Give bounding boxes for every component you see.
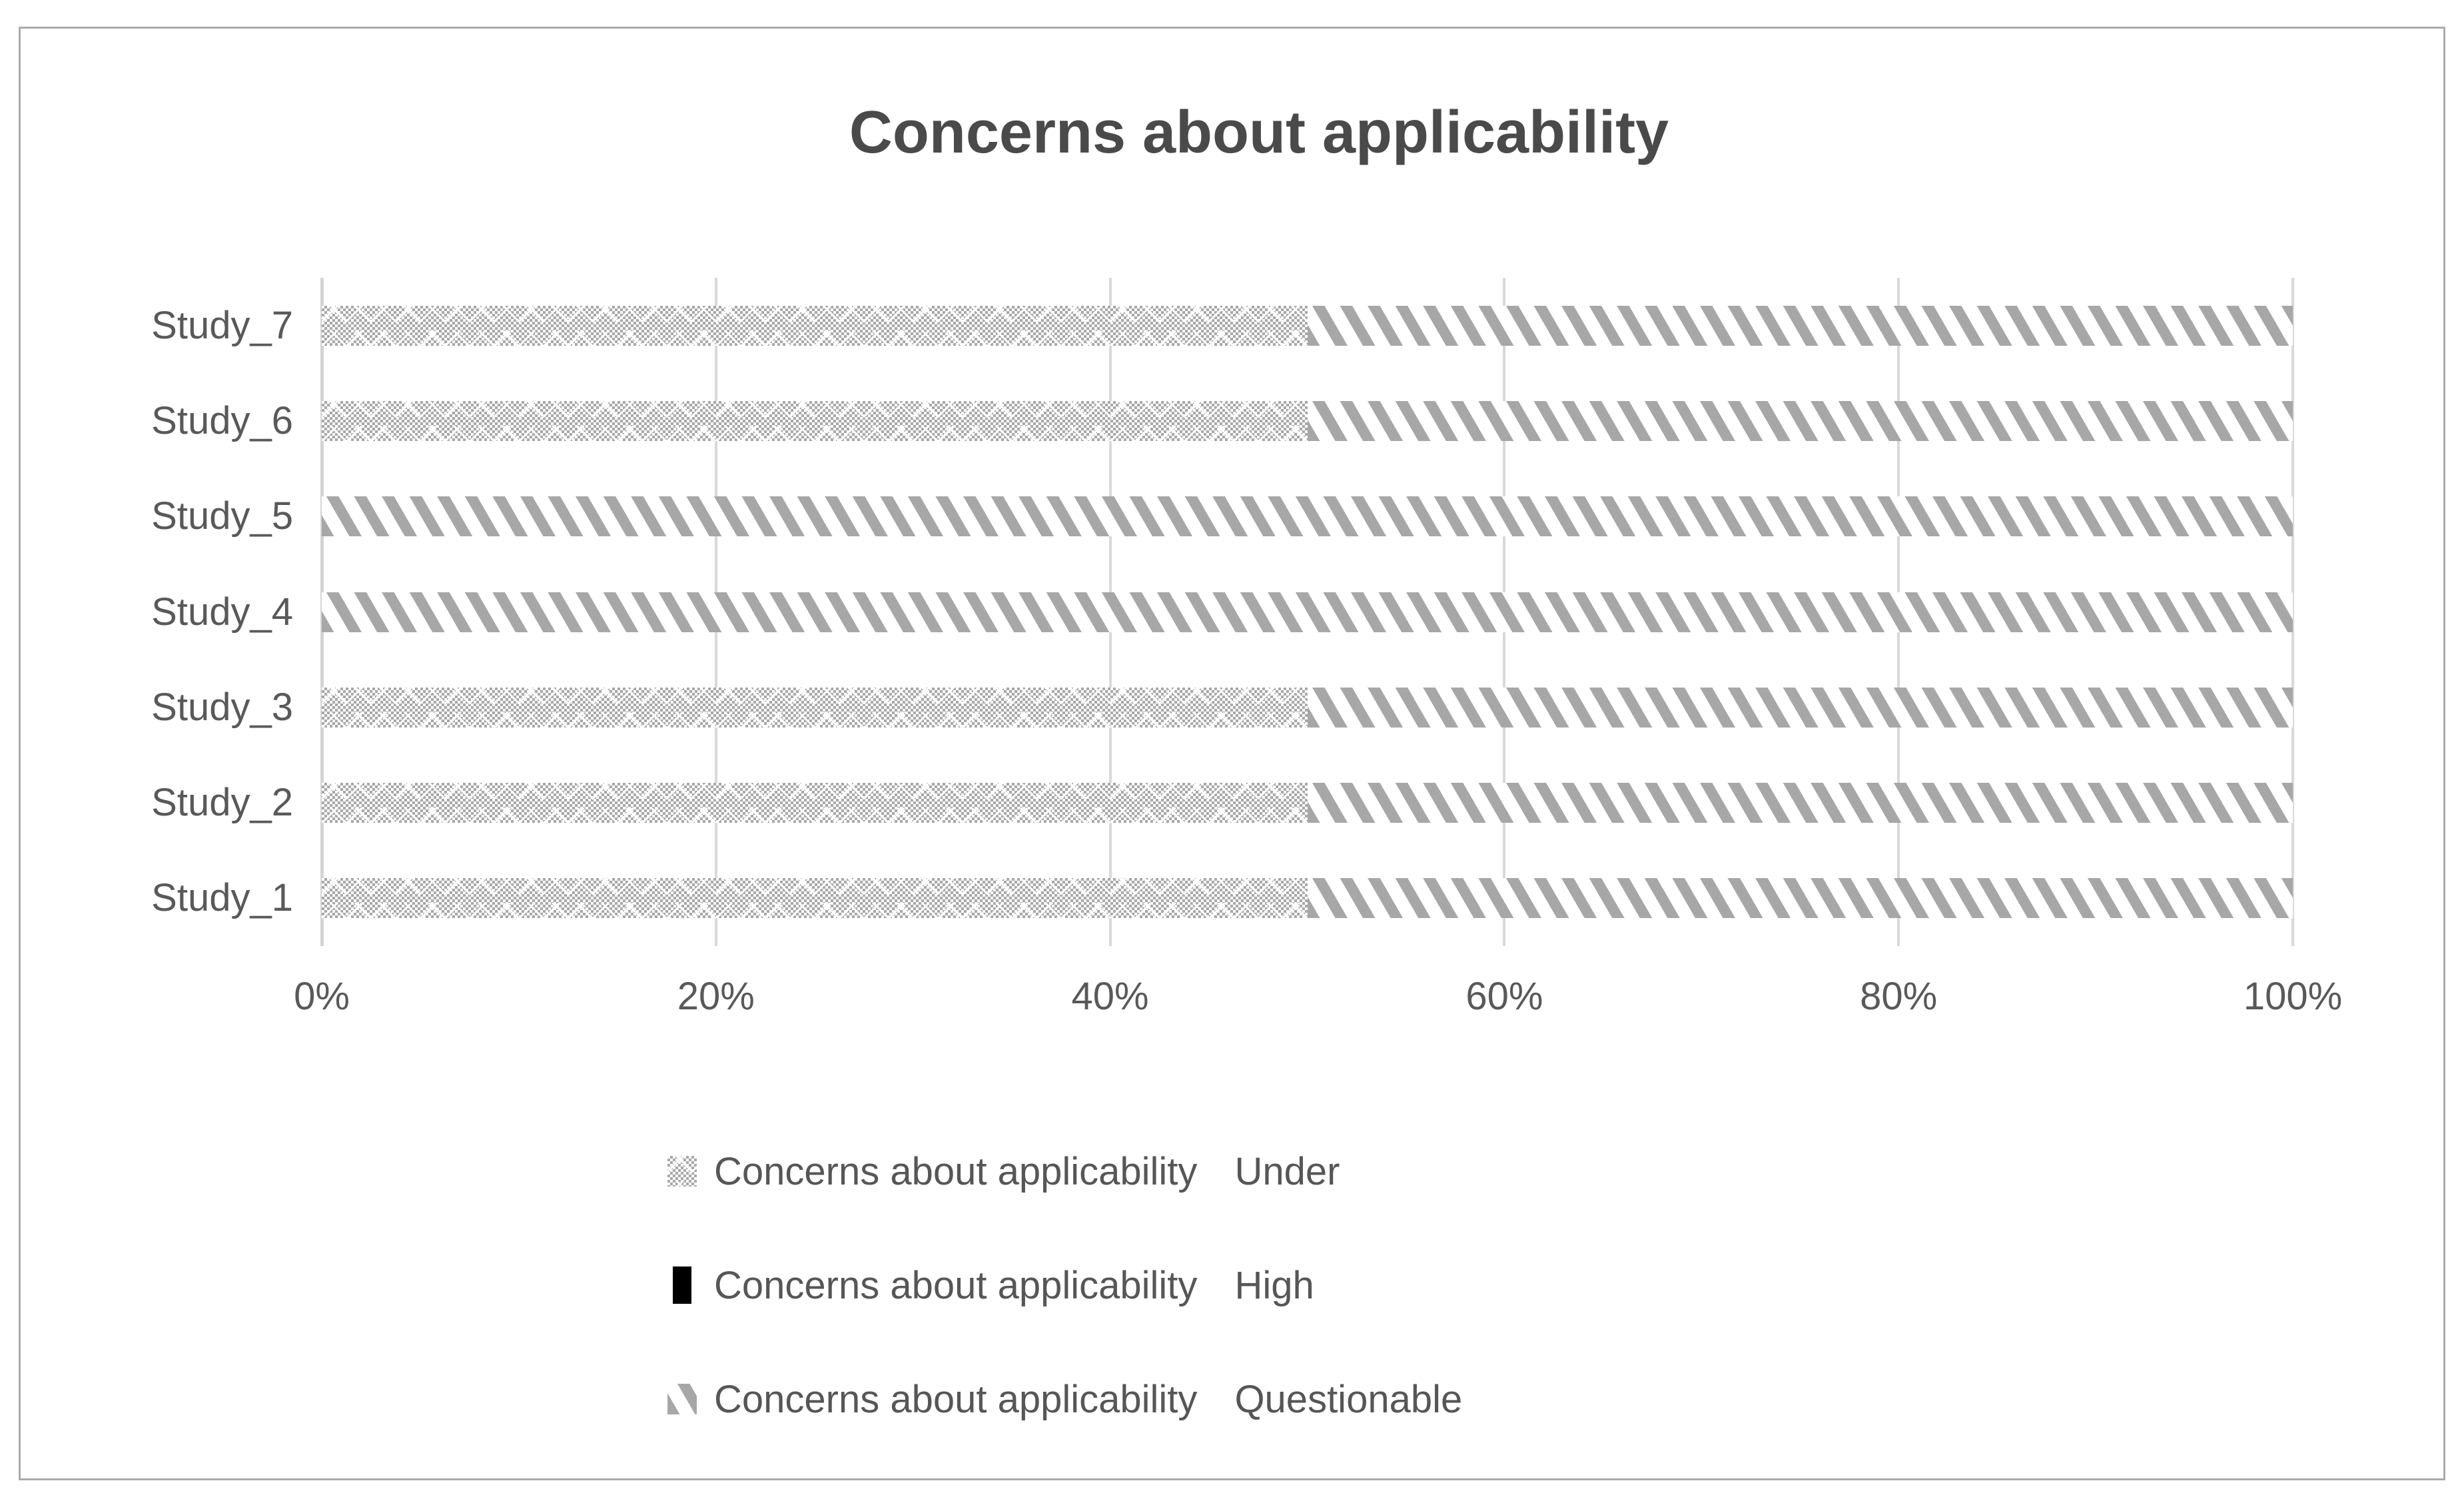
bar-segment-questionable [1307, 783, 2293, 823]
bar-row [322, 305, 2293, 346]
bar-segment-questionable [1307, 687, 2293, 728]
legend-item-under: Concerns about applicability Under [667, 1147, 1340, 1195]
legend-series-name: Concerns about applicability [714, 1263, 1198, 1307]
chart-title: Concerns about applicability [849, 99, 1669, 166]
bar-segment-under [322, 783, 1308, 823]
legend-item-questionable: Concerns about applicability Questionable [667, 1375, 1462, 1423]
x-axis-tick-label: 100% [2243, 975, 2343, 1018]
legend-series-name: Concerns about applicability [714, 1149, 1198, 1193]
legend-swatch-high-icon [673, 1266, 691, 1304]
legend-series-level: Questionable [1234, 1377, 1463, 1421]
bar-row [322, 687, 2293, 728]
bar-row [322, 400, 2293, 441]
legend-series-level: Under [1234, 1149, 1340, 1193]
y-axis-label: Study_7 [151, 303, 293, 347]
x-axis-tick-label: 20% [677, 975, 755, 1018]
y-axis-label: Study_5 [151, 494, 293, 538]
legend-swatch-under-icon [667, 1156, 697, 1187]
bar-row [322, 592, 2293, 632]
legend-series-level: High [1234, 1263, 1314, 1307]
gridline [2291, 278, 2294, 946]
bar-segment-under [322, 878, 1308, 919]
chart-frame [19, 27, 2445, 1480]
bar-row [322, 878, 2293, 919]
y-axis-label: Study_2 [151, 781, 293, 825]
bar-segment-questionable [1307, 305, 2293, 346]
x-axis-tick-label: 60% [1465, 975, 1543, 1018]
y-axis-label: Study_6 [151, 398, 293, 442]
bar-segment-questionable [1307, 400, 2293, 441]
bar-segment-under [322, 687, 1308, 728]
legend-item-high: Concerns about applicability High [667, 1261, 1314, 1309]
plot-area [320, 278, 2294, 946]
bar-segment-under [322, 400, 1308, 441]
y-axis-label: Study_3 [151, 685, 293, 729]
x-axis-tick-label: 40% [1071, 975, 1149, 1018]
bar-segment-questionable [322, 592, 2293, 632]
x-axis-tick-label: 80% [1860, 975, 1938, 1018]
bar-row [322, 783, 2293, 823]
bar-segment-questionable [1307, 878, 2293, 919]
bar-segment-questionable [322, 496, 2293, 537]
x-axis-tick-label: 0% [294, 975, 350, 1018]
y-axis-label: Study_1 [151, 876, 293, 920]
legend-series-name: Concerns about applicability [714, 1377, 1198, 1421]
bar-row [322, 496, 2293, 537]
bar-segment-under [322, 305, 1308, 346]
y-axis-label: Study_4 [151, 590, 293, 634]
legend-swatch-questionable-icon [667, 1384, 697, 1414]
